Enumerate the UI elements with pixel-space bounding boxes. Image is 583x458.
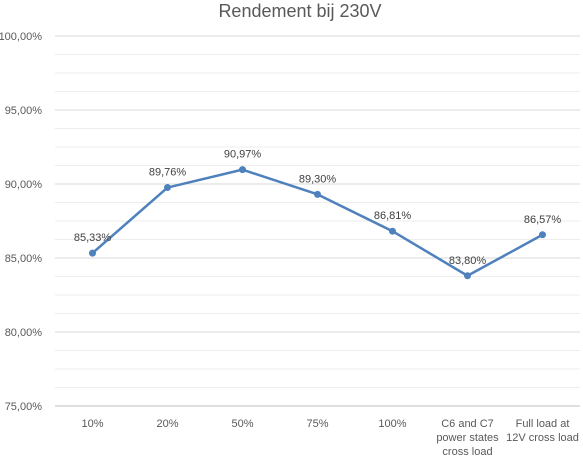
chart-title: Rendement bij 230V [218,1,381,21]
data-point [314,190,321,198]
data-point [539,231,546,239]
x-tick-label: 75% [306,418,328,430]
data-point [389,227,396,235]
y-tick-label: 90,00% [5,179,43,191]
gridlines [55,35,580,407]
x-tick-label: 20% [156,418,178,430]
data-label: 89,76% [149,167,187,179]
y-tick-label: 95,00% [5,105,43,117]
y-tick-label: 75,00% [5,401,43,413]
data-label: 85,33% [74,232,112,244]
data-labels: 85,33% 89,76% 90,97% 89,30% 86,81% 83,80% 86,5… [74,149,562,267]
x-tick-label: C6 and C7 power states cross load [436,418,499,458]
x-tick-label: Full load at 12V cross load [506,418,579,444]
data-point [164,184,171,192]
x-tick-label: 100% [378,418,406,430]
x-axis-tick-labels: 10% 20% 50% 75% 100% C6 and C7 power states cro… [81,418,578,458]
data-point [239,166,246,174]
series-line-group [89,166,546,280]
data-label: 86,57% [524,214,562,226]
y-axis-tick-labels: 75,00% 80,00% 85,00% 90,00% 95,00% 100,00% [0,31,42,413]
data-label: 86,81% [374,210,412,222]
data-label: 83,80% [449,255,487,267]
data-point [464,272,471,280]
y-tick-label: 85,00% [5,253,43,265]
x-tick-label: 50% [231,418,253,430]
x-tick-label: 10% [81,418,103,430]
y-tick-label: 100,00% [0,31,42,43]
y-tick-label: 80,00% [5,327,43,339]
data-point [89,249,96,257]
data-label: 90,97% [224,149,262,161]
data-label: 89,30% [299,173,337,185]
